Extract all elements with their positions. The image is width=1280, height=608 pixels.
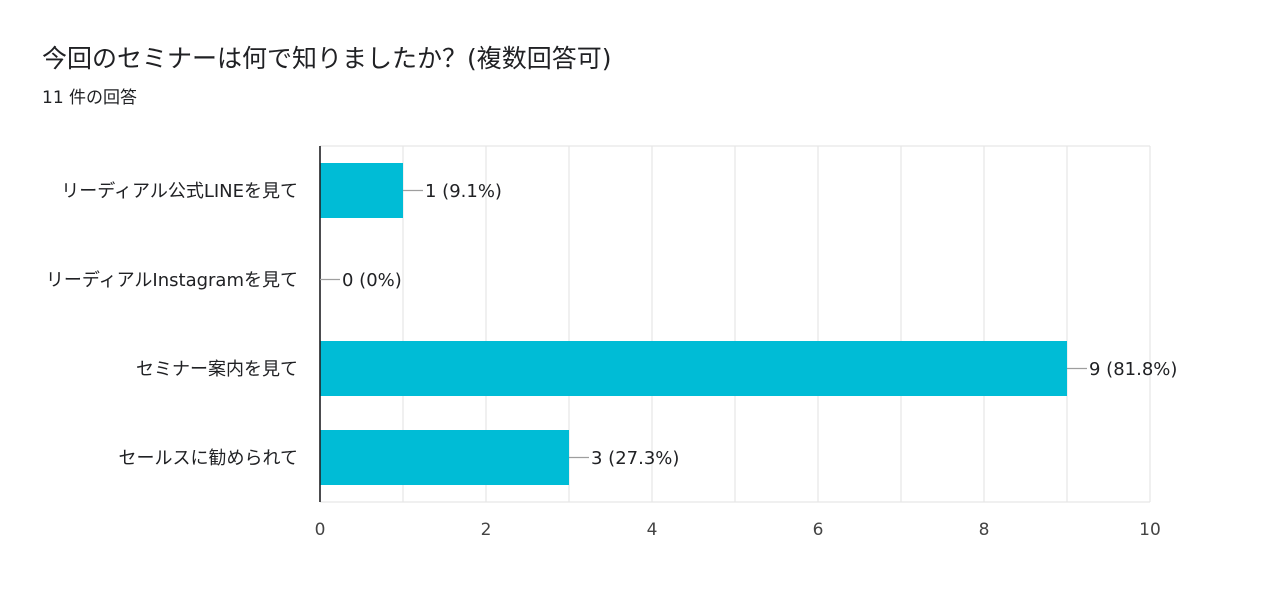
category-label: リーディアルInstagramを見て xyxy=(46,270,298,291)
response-count: 11 件の回答 xyxy=(42,88,138,108)
category-label: セールスに勧められて xyxy=(119,448,298,469)
category-label: セミナー案内を見て xyxy=(136,359,298,380)
x-tick-label: 0 xyxy=(315,520,326,540)
x-tick-label: 6 xyxy=(813,520,824,540)
data-label: 1 (9.1%) xyxy=(425,181,502,202)
category-label: リーディアル公式LINEを見て xyxy=(61,181,298,202)
data-label: 9 (81.8%) xyxy=(1089,359,1177,380)
bars xyxy=(320,163,1067,485)
x-tick-label: 10 xyxy=(1139,520,1161,540)
axes: 0 2 4 6 8 10 xyxy=(315,146,1161,540)
x-tick-label: 4 xyxy=(647,520,658,540)
x-tick-label: 2 xyxy=(481,520,492,540)
chart-title: 今回のセミナーは何で知りましたか？(複数回答可) xyxy=(42,44,612,73)
bar xyxy=(320,163,403,218)
x-tick-label: 8 xyxy=(979,520,990,540)
labels: 1 (9.1%) リーディアル公式LINEを見て 0 (0%) リーディアルInsta… xyxy=(46,181,1178,469)
data-label: 3 (27.3%) xyxy=(591,448,679,469)
bar xyxy=(320,430,569,485)
bar xyxy=(320,341,1067,396)
data-label: 0 (0%) xyxy=(342,270,402,291)
